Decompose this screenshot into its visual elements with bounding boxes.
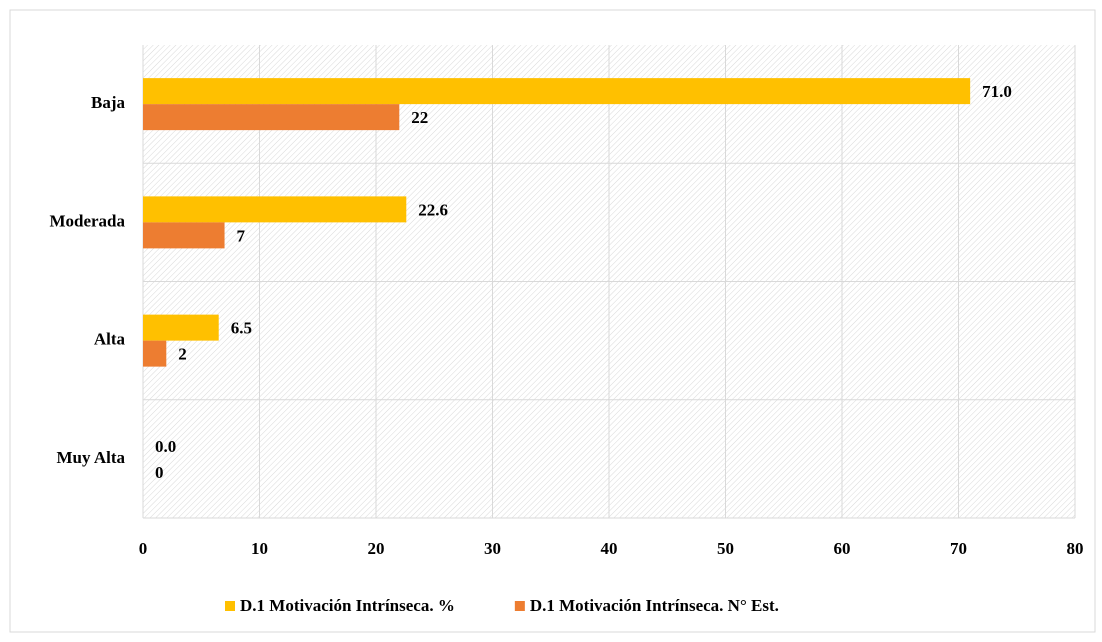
legend-label: D.1 Motivación Intrínseca. % bbox=[240, 596, 455, 615]
legend-swatch bbox=[225, 601, 235, 611]
x-tick-label: 50 bbox=[717, 539, 734, 558]
data-label: 71.0 bbox=[982, 82, 1012, 101]
data-label: 2 bbox=[178, 345, 187, 364]
data-label: 0 bbox=[155, 463, 164, 482]
x-tick-label: 40 bbox=[601, 539, 618, 558]
x-tick-label: 20 bbox=[368, 539, 385, 558]
bar bbox=[143, 222, 225, 249]
data-label: 22.6 bbox=[418, 200, 448, 219]
x-tick-label: 70 bbox=[950, 539, 967, 558]
bar bbox=[143, 78, 971, 105]
bar bbox=[143, 340, 167, 367]
x-tick-label: 0 bbox=[139, 539, 148, 558]
x-tick-label: 30 bbox=[484, 539, 501, 558]
legend-swatch bbox=[514, 601, 525, 611]
data-label: 6.5 bbox=[231, 319, 252, 338]
y-tick-label: Moderada bbox=[49, 211, 125, 230]
y-tick-label: Alta bbox=[94, 330, 126, 349]
x-tick-label: 10 bbox=[251, 539, 268, 558]
bar bbox=[143, 196, 407, 223]
x-tick-label: 60 bbox=[834, 539, 851, 558]
legend-label: D.1 Motivación Intrínseca. N° Est. bbox=[530, 596, 779, 615]
bar bbox=[143, 104, 400, 131]
y-tick-label: Muy Alta bbox=[57, 448, 126, 467]
bar bbox=[143, 314, 219, 341]
x-tick-label: 80 bbox=[1067, 539, 1084, 558]
data-label: 0.0 bbox=[155, 437, 176, 456]
y-tick-label: Baja bbox=[91, 93, 126, 112]
data-label: 7 bbox=[237, 226, 246, 245]
data-label: 22 bbox=[411, 108, 428, 127]
